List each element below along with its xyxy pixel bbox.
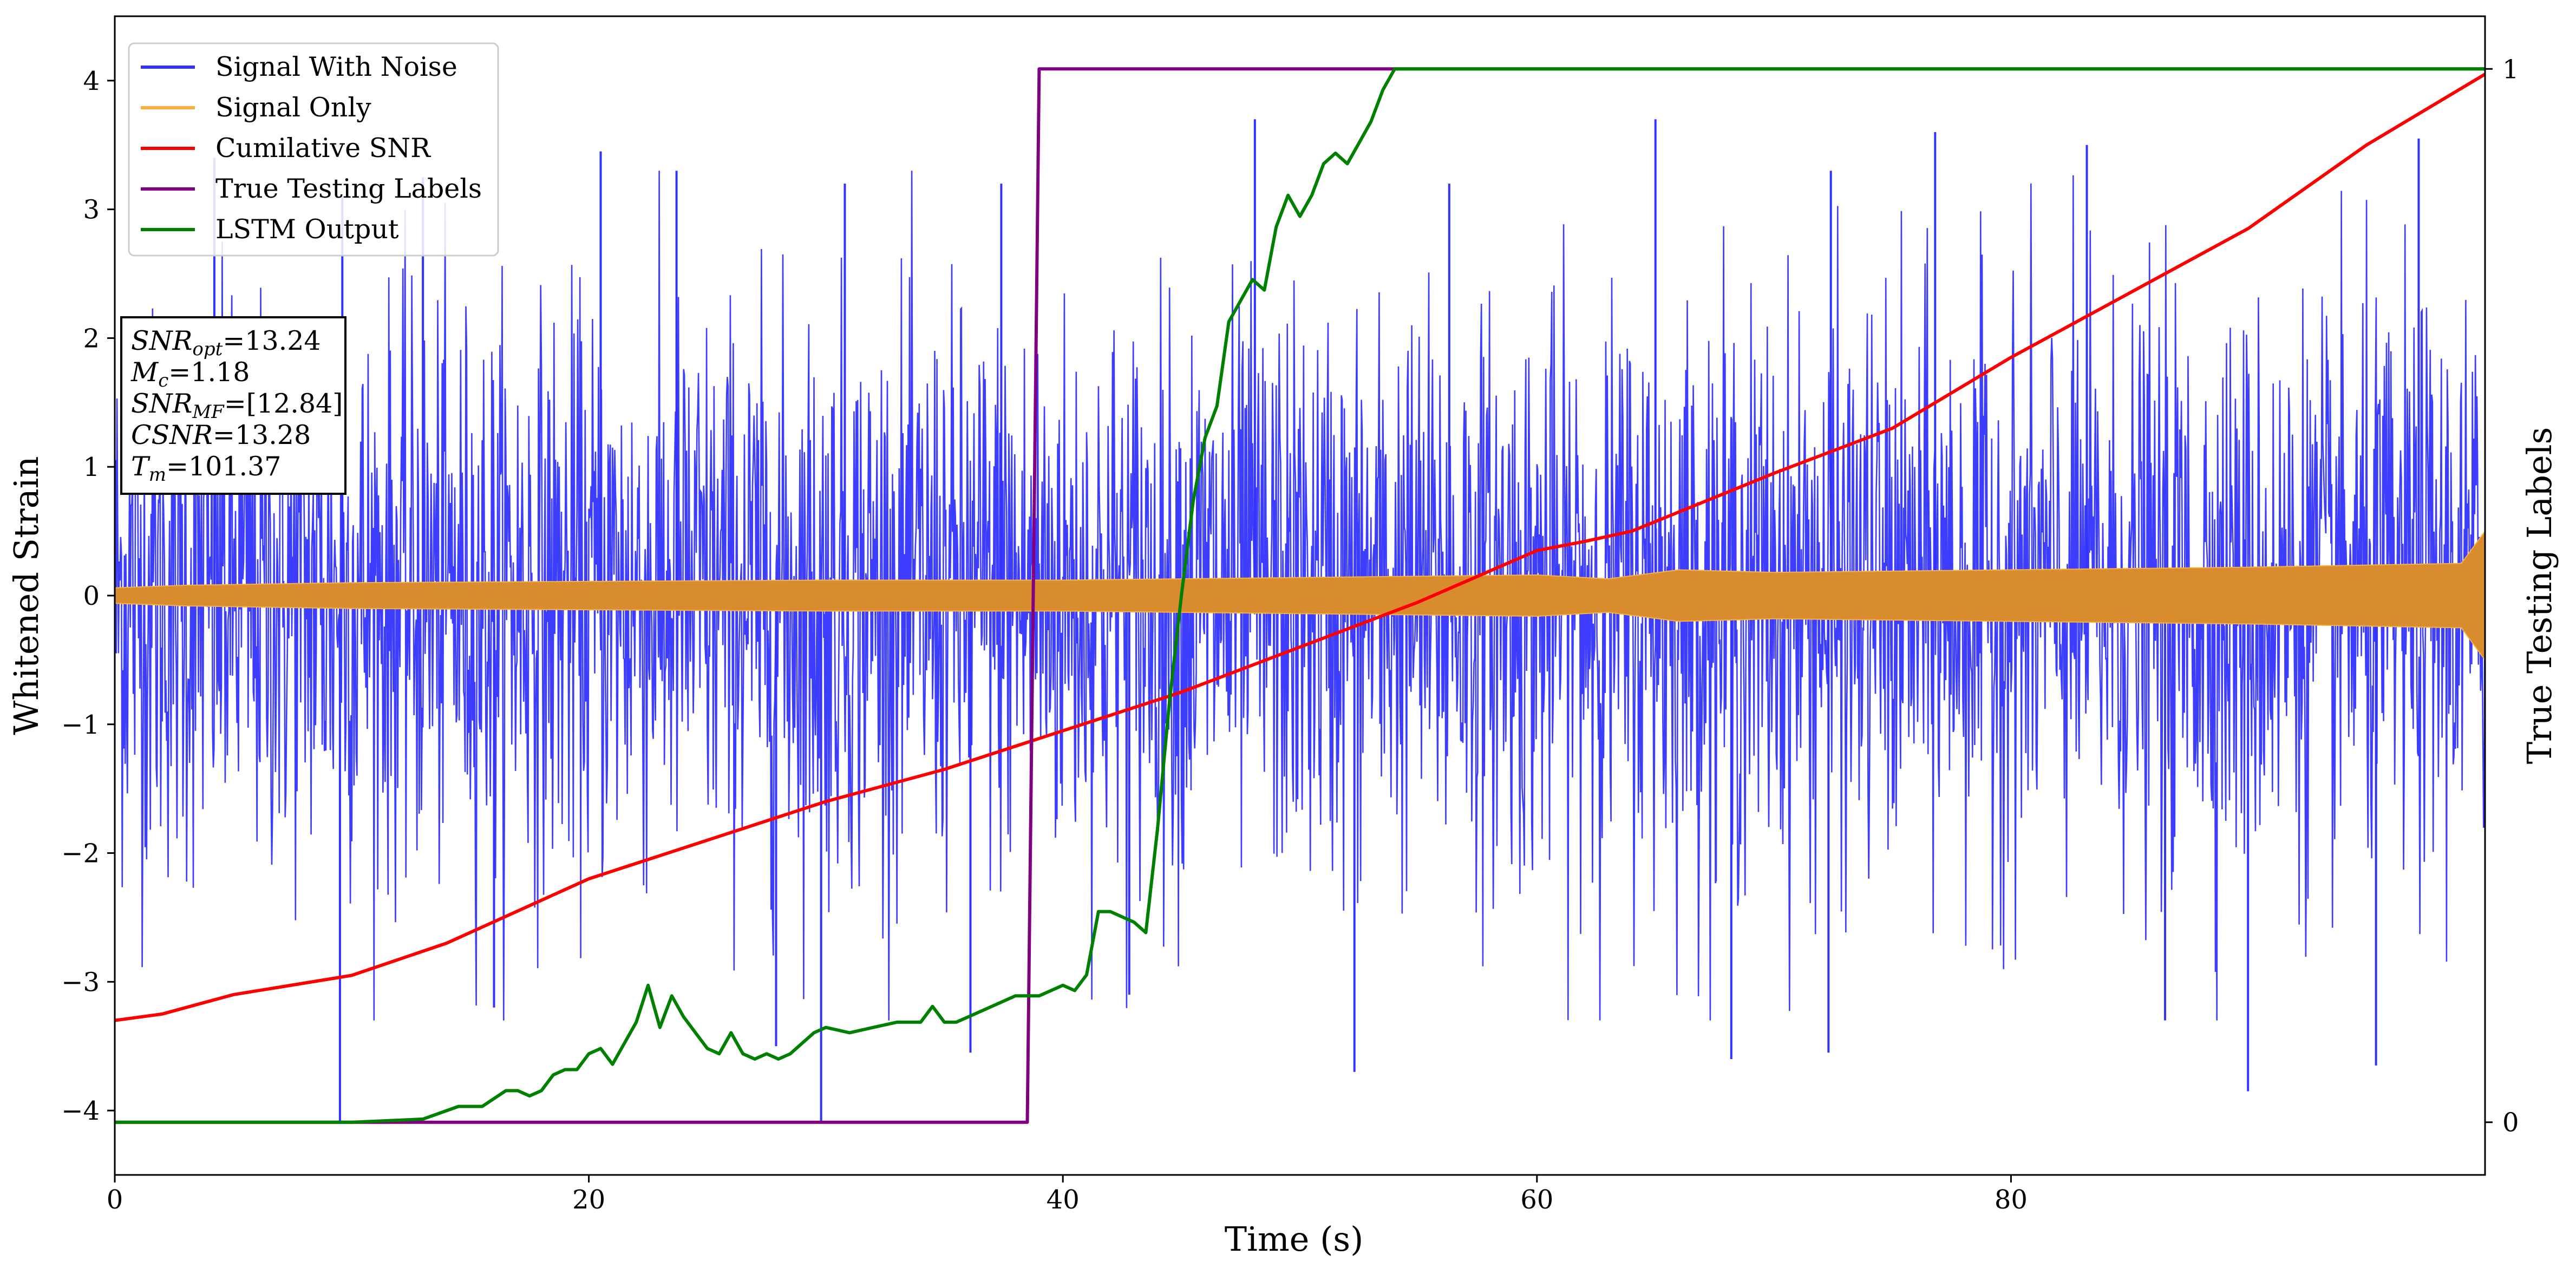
info-annotation-box: SNRopt=13.24Mc=1.18SNRMF=[12.84]CSNR=13.…: [120, 316, 346, 495]
info-line: Mc=1.18: [130, 357, 250, 391]
series-cumulative-snr: [115, 73, 2485, 1022]
y2-tick-label: 0: [2502, 1108, 2519, 1138]
legend-entry-label: Cumilative SNR: [215, 133, 431, 164]
legend-entry-label: Signal With Noise: [215, 51, 457, 82]
y-tick-label: −2: [61, 839, 100, 869]
info-line: Tm=101.37: [131, 451, 281, 486]
y-tick-label: 2: [83, 323, 100, 354]
series-layer: [115, 67, 2485, 1124]
y-tick-label: 0: [83, 581, 100, 611]
y-tick-label: −4: [61, 1096, 100, 1126]
y2-axis-label: True Testing Labels: [2520, 427, 2559, 765]
info-line: SNRMF=[12.84]: [131, 388, 343, 423]
legend-entry-label: True Testing Labels: [215, 173, 482, 204]
y-tick-label: −1: [61, 710, 100, 740]
info-line: CSNR=13.28: [131, 420, 311, 450]
info-box-frame: [120, 316, 346, 495]
y-tick-label: 1: [83, 452, 100, 482]
x-tick-label: 80: [1995, 1185, 2028, 1215]
y-tick-label: 4: [83, 66, 100, 96]
legend-frame: [128, 42, 499, 257]
legend-entry-label: Signal Only: [215, 92, 371, 123]
x-tick-label: 60: [1520, 1185, 1553, 1215]
legend-entry-label: LSTM Output: [215, 214, 399, 245]
series-signal-only: [115, 530, 2485, 661]
y-tick-label: −3: [61, 967, 100, 997]
x-tick-label: 20: [572, 1185, 605, 1215]
y-axis-label: Whitened Strain: [6, 456, 46, 735]
y-tick-label: 3: [83, 195, 100, 225]
x-axis-label: Time (s): [1225, 1219, 1364, 1259]
info-line: SNRopt=13.24: [131, 325, 321, 360]
x-tick-label: 0: [107, 1185, 123, 1215]
series-lstm-output: [115, 67, 2485, 1124]
legend: Signal With Noise Signal Only Cumilative S…: [128, 42, 499, 257]
x-tick-label: 40: [1047, 1185, 1080, 1215]
y2-tick-label: 1: [2502, 54, 2519, 84]
series-signal-with-noise: [115, 171, 2485, 1021]
